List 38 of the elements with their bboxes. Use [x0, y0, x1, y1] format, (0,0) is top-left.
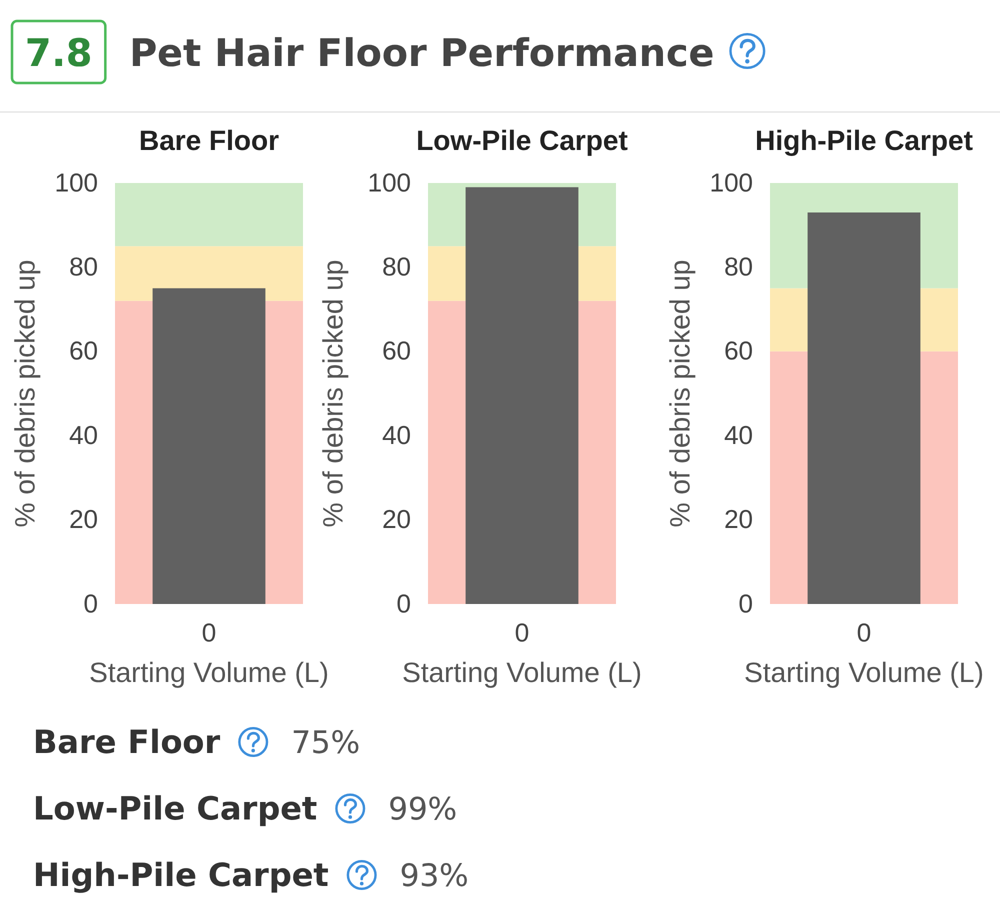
text: 93%	[400, 858, 469, 894]
text: 7.8	[25, 31, 92, 75]
x-axis-title: Starting Volume (L)	[744, 657, 984, 688]
y-tick-label: 0	[738, 588, 753, 618]
y-axis-title: % of debris picked up	[318, 260, 348, 528]
y-tick-label: 80	[724, 252, 753, 282]
text: Low-Pile Carpet	[33, 790, 318, 828]
y-tick-label: 100	[368, 167, 411, 198]
y-tick-label: 100	[710, 167, 753, 198]
y-tick-label: 80	[69, 252, 98, 282]
text: 75%	[291, 725, 360, 761]
y-axis-title: % of debris picked up	[10, 260, 40, 528]
chart-title: Bare Floor	[138, 125, 280, 156]
chart-title: Low-Pile Carpet	[416, 125, 628, 156]
y-tick-label: 20	[69, 504, 98, 534]
x-axis-title: Starting Volume (L)	[402, 657, 642, 688]
y-tick-label: 40	[724, 420, 753, 450]
y-tick-label: 40	[69, 420, 98, 450]
chart-title: High-Pile Carpet	[755, 125, 973, 156]
text: Pet Hair Floor Performance	[129, 31, 714, 75]
x-axis-title: Starting Volume (L)	[89, 657, 329, 688]
y-tick-label: 40	[382, 420, 411, 450]
y-tick-label: 60	[69, 336, 98, 366]
x-tick-label: 0	[856, 617, 872, 648]
y-tick-label: 0	[84, 588, 98, 618]
y-tick-label: 100	[54, 167, 98, 198]
y-tick-label: 0	[396, 588, 411, 618]
y-tick-label: 60	[382, 336, 411, 366]
text: Bare Floor	[33, 723, 220, 761]
y-axis-title: % of debris picked up	[664, 260, 696, 528]
text: 99%	[388, 792, 458, 828]
x-tick-label: 0	[514, 617, 530, 648]
y-tick-label: 80	[382, 252, 411, 282]
text: High-Pile Carpet	[33, 856, 329, 894]
x-tick-label: 0	[202, 617, 216, 648]
y-tick-label: 20	[724, 504, 753, 534]
y-tick-label: 60	[724, 336, 753, 366]
y-tick-label: 20	[382, 504, 411, 534]
